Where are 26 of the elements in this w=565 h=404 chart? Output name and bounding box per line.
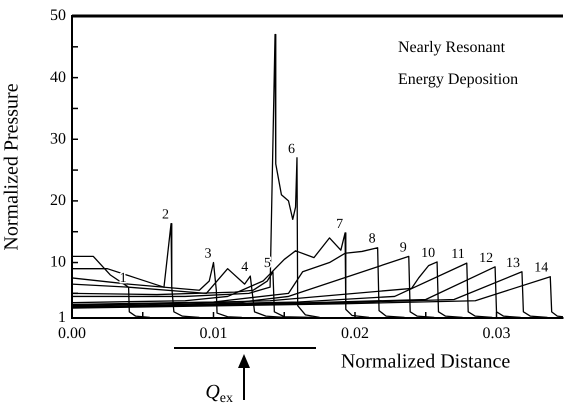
series-label: 1 <box>120 271 127 286</box>
y-tick-label: 10 <box>50 254 66 271</box>
x-tick-label: 0.02 <box>340 324 369 342</box>
x-axis-title: Normalized Distance <box>340 350 510 372</box>
series-label: 14 <box>534 260 548 276</box>
y-tick-label: 30 <box>50 130 66 148</box>
series-label: 11 <box>451 247 465 262</box>
series-label: 2 <box>162 208 170 223</box>
series-label: 12 <box>479 250 494 266</box>
x-tick-label: 0.03 <box>482 324 510 342</box>
series-label: 9 <box>400 240 407 256</box>
series-label: 7 <box>336 216 344 232</box>
series-label: 3 <box>204 246 212 262</box>
series-label: 4 <box>241 260 248 276</box>
series-label: 13 <box>506 256 520 271</box>
series-label: 10 <box>421 246 436 261</box>
y-tick-label: 50 <box>50 7 66 24</box>
x-tick-label: 0.00 <box>58 324 86 342</box>
series-label: 6 <box>288 142 295 157</box>
y-tick-label: 40 <box>50 68 66 86</box>
y-axis-title: Normalized Pressure <box>0 83 22 251</box>
annotation: Nearly Resonant Energy Deposition <box>398 39 518 88</box>
x-tick-label: 0.01 <box>200 324 228 342</box>
series-label: 8 <box>368 232 376 247</box>
y-tick-label: 1 <box>58 309 66 326</box>
y-tick-label: 20 <box>50 192 66 210</box>
